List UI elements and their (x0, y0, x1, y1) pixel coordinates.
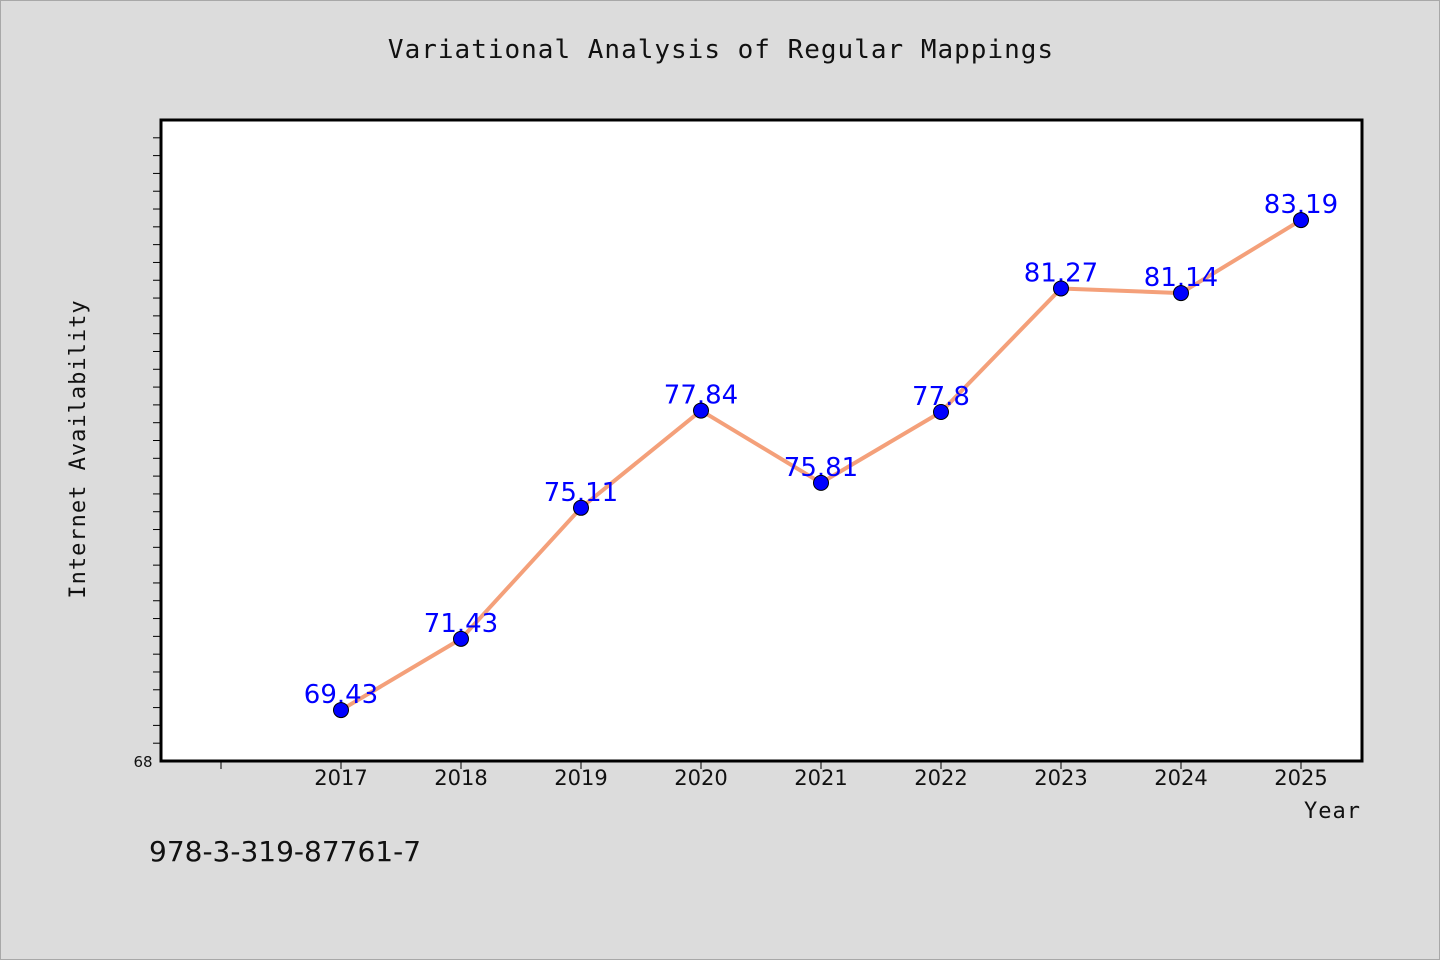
data-point (1173, 285, 1189, 302)
data-point (333, 702, 349, 719)
data-point (693, 402, 709, 419)
data-point (453, 630, 469, 647)
x-tick-label: 2022 (914, 766, 967, 790)
x-axis-ticks (220, 761, 1302, 769)
x-tick-label: 2024 (1154, 766, 1207, 790)
data-point (813, 474, 829, 491)
data-markers (333, 212, 1309, 719)
data-point (1293, 212, 1309, 229)
chart-title: Variational Analysis of Regular Mappings (387, 35, 1055, 65)
isbn-text: 978-3-319-87761-7 (149, 835, 422, 868)
data-point (573, 499, 589, 516)
x-tick-label: 2021 (794, 766, 847, 790)
x-tick-label: 2020 (674, 766, 727, 790)
y-tick-label-min: 68 (133, 753, 152, 771)
data-point (933, 404, 949, 421)
x-axis-label: Year (1304, 799, 1361, 824)
x-tick-label: 2017 (314, 766, 367, 790)
plot-area (159, 118, 1364, 763)
x-axis-tick-labels: 2017 2018 2019 2020 2021 2022 2023 2024 2025 (314, 766, 1327, 790)
x-tick-label: 2023 (1034, 766, 1087, 790)
y-axis-label: Internet Availability (66, 299, 91, 598)
x-tick-label: 2018 (434, 766, 487, 790)
x-tick-label: 2025 (1274, 766, 1327, 790)
y-axis-ticks (153, 137, 161, 744)
data-point (1053, 280, 1069, 297)
x-tick-label: 2019 (554, 766, 607, 790)
